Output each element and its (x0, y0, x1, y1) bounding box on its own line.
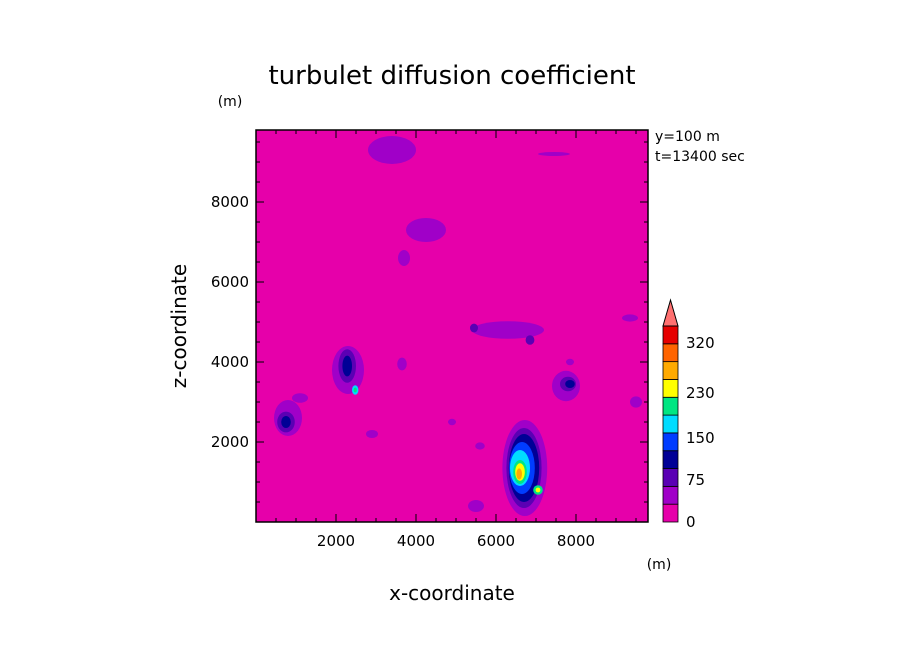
colorbar-segment (662, 468, 679, 487)
colorbar-label: 150 (686, 429, 715, 447)
contour-blob (516, 468, 522, 480)
colorbar-segment (662, 503, 679, 523)
colorbar-label: 320 (686, 334, 715, 352)
colorbar: 0 75 150 230 320 (662, 298, 715, 531)
y-tick-label: 4000 (211, 353, 249, 371)
colorbar-label: 75 (686, 471, 705, 489)
colorbar-segment (662, 361, 679, 380)
contour-blob (565, 380, 575, 388)
contour-blob (448, 418, 456, 426)
y-tick-label: 6000 (211, 273, 249, 291)
contour-blob (353, 387, 357, 393)
contour-blob (397, 357, 407, 371)
y-tick-label: 2000 (211, 433, 249, 451)
x-tick-label: 8000 (557, 532, 595, 550)
colorbar-segment (662, 325, 679, 345)
colorbar-label: 0 (686, 513, 696, 531)
x-axis-title: x-coordinate (389, 581, 515, 605)
axis-ticks: 2000 4000 6000 8000 2000 4000 6000 8000 (211, 130, 648, 550)
colorbar-segment (662, 396, 679, 416)
plot-background (256, 130, 648, 522)
contour-blob (630, 396, 642, 408)
contour-blob (398, 250, 410, 266)
contour-blob (368, 136, 416, 164)
y-axis-title: z-coordinate (167, 264, 191, 388)
colorbar-extend-arrow (662, 298, 679, 327)
plot-frame (255, 129, 649, 523)
x-tick-label: 6000 (477, 532, 515, 550)
contour-blob (292, 393, 308, 403)
colorbar-segment (662, 432, 679, 452)
contour-blob (525, 335, 535, 345)
annotation-time: t=13400 sec (655, 149, 745, 165)
contour-blob (281, 416, 291, 428)
chart-title: turbulet diffusion coefficient (268, 61, 635, 91)
colorbar-segment (662, 485, 679, 505)
contour-blob (475, 442, 485, 450)
y-tick-label: 8000 (211, 193, 249, 211)
contour-blob (622, 314, 638, 322)
contour-blob (406, 218, 446, 242)
contour-blob (470, 323, 478, 333)
contour-field (274, 136, 642, 516)
contour-blob (566, 358, 574, 366)
colorbar-segment (662, 414, 679, 434)
x-unit-label: (m) (647, 557, 672, 573)
contour-blob (472, 321, 544, 339)
contour-blob (342, 355, 353, 377)
colorbar-label: 230 (686, 384, 715, 402)
colorbar-segment (662, 450, 679, 469)
x-tick-label: 4000 (397, 532, 435, 550)
contour-blob (535, 487, 541, 493)
colorbar-segment (662, 379, 679, 398)
contour-blob (366, 430, 378, 438)
y-unit-label: (m) (218, 94, 243, 110)
contour-blob (538, 152, 570, 156)
x-tick-label: 2000 (317, 532, 355, 550)
annotation-y: y=100 m (655, 129, 720, 145)
colorbar-segment (662, 343, 679, 363)
contour-blob (468, 500, 484, 512)
